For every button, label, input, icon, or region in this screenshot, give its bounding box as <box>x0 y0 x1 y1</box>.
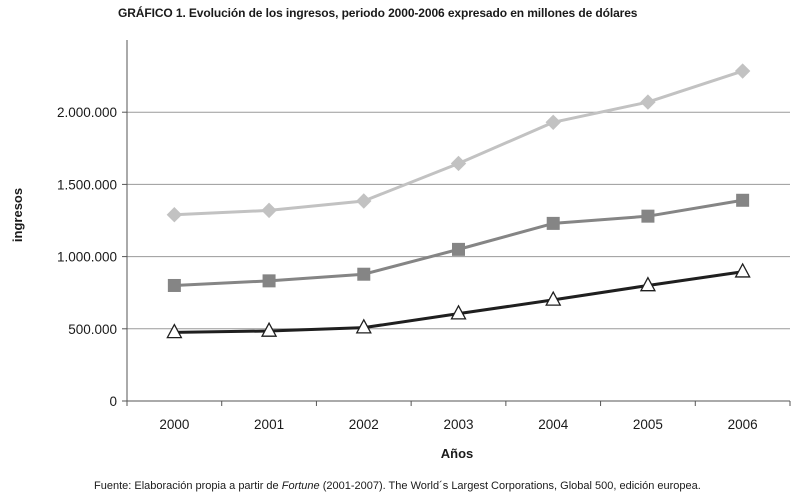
diamond-marker <box>166 207 183 223</box>
square-marker <box>736 193 750 207</box>
diamond-marker <box>545 114 561 131</box>
diamond-marker <box>356 193 372 209</box>
series-line-1 <box>174 69 744 217</box>
square-marker <box>357 267 371 281</box>
square-marker <box>452 242 465 256</box>
source-text-after: (2001-2007). The World´s Largest Corpora… <box>319 480 701 492</box>
triangle-marker <box>734 262 751 278</box>
triangle-marker <box>639 276 657 292</box>
diamond-marker <box>450 155 467 172</box>
triangle-marker <box>166 323 183 339</box>
y-tick-label: 1.000.000 <box>57 250 117 265</box>
y-tick-label: 0 <box>109 394 117 409</box>
y-tick-labels: 0 500.000 1.000.000 1.500.000 2.000.000 <box>57 105 117 409</box>
gridlines <box>127 111 790 330</box>
y-tick-label: 2.000.000 <box>57 105 117 120</box>
x-tick-labels: 2000 2001 2002 2003 2004 2005 2006 <box>159 417 757 432</box>
diamond-marker <box>734 63 751 79</box>
chart-title: GRÁFICO 1. Evolución de los ingresos, pe… <box>118 6 638 20</box>
triangle-marker <box>355 318 372 334</box>
x-tick-label: 2004 <box>538 417 569 432</box>
y-axis-title: ingresos <box>10 188 25 242</box>
x-tick-label: 2002 <box>349 417 379 432</box>
source-text-before: Fuente: Elaboración propia a partir de <box>94 480 282 492</box>
series-lines <box>174 69 744 334</box>
diamond-marker <box>640 94 656 110</box>
triangle-marker <box>450 304 467 320</box>
square-marker <box>262 274 276 288</box>
triangle-marker <box>545 290 562 306</box>
x-tick-label: 2003 <box>443 417 473 432</box>
y-tick-label: 500.000 <box>68 322 117 337</box>
diamond-marker <box>261 202 277 219</box>
x-tick-label: 2006 <box>728 417 758 432</box>
x-tick-label: 2000 <box>159 417 189 432</box>
triangle-marker <box>260 321 278 337</box>
square-marker <box>546 216 560 230</box>
square-marker <box>641 209 655 223</box>
x-tick-label: 2005 <box>633 417 663 432</box>
source-text-italic: Fortune <box>281 480 320 492</box>
y-tick-label: 1.500.000 <box>57 177 117 192</box>
x-axis-title: Años <box>441 446 474 461</box>
square-marker <box>167 278 181 292</box>
x-tick-label: 2001 <box>254 417 284 432</box>
series-markers <box>166 63 751 339</box>
source-note: Fuente: Elaboración propia a partir de F… <box>94 480 701 492</box>
chart-axes <box>122 40 791 406</box>
